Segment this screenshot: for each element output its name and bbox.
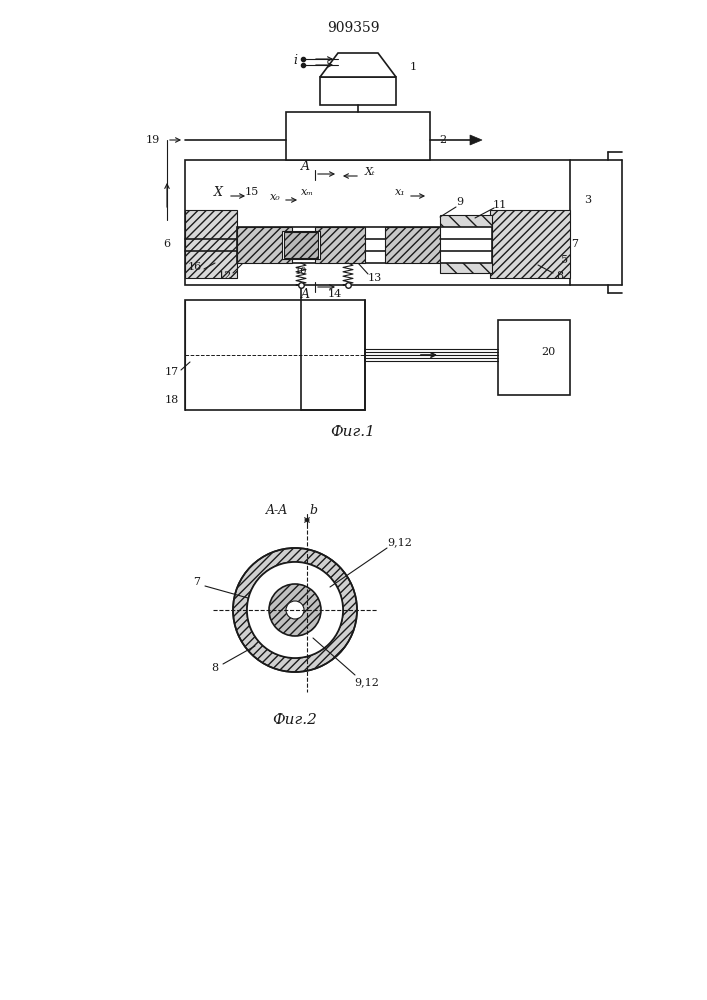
Text: A: A xyxy=(300,288,310,300)
Polygon shape xyxy=(470,135,482,145)
Circle shape xyxy=(286,601,304,619)
Text: Фиг.1: Фиг.1 xyxy=(331,425,375,439)
Text: 7: 7 xyxy=(194,577,201,587)
Text: xₘ: xₘ xyxy=(301,187,315,197)
Text: 16: 16 xyxy=(188,262,202,272)
Bar xyxy=(282,231,320,259)
Bar xyxy=(284,232,318,258)
Wedge shape xyxy=(233,548,357,672)
Bar xyxy=(315,227,365,263)
Text: 9: 9 xyxy=(457,197,464,207)
Text: 19: 19 xyxy=(146,135,160,145)
Bar xyxy=(320,77,396,105)
Text: 17: 17 xyxy=(165,367,179,377)
Circle shape xyxy=(247,562,343,658)
Text: x₀: x₀ xyxy=(269,192,281,202)
Text: 8: 8 xyxy=(556,271,563,281)
Text: 5: 5 xyxy=(561,255,568,265)
Text: 2: 2 xyxy=(440,135,447,145)
Text: Фиг.2: Фиг.2 xyxy=(273,713,317,727)
Text: 10: 10 xyxy=(295,266,307,275)
Text: 20: 20 xyxy=(541,347,555,357)
Polygon shape xyxy=(320,53,396,77)
Text: 11: 11 xyxy=(493,200,507,210)
Text: 9,12: 9,12 xyxy=(355,677,380,687)
Text: 6: 6 xyxy=(163,239,170,249)
Text: 12: 12 xyxy=(218,271,232,281)
Text: 13: 13 xyxy=(368,273,382,283)
Bar xyxy=(286,112,430,160)
Text: 14: 14 xyxy=(328,289,342,299)
Text: A: A xyxy=(300,160,310,174)
Bar xyxy=(185,210,237,278)
Text: 9,12: 9,12 xyxy=(387,537,412,547)
Bar xyxy=(185,300,365,410)
Text: 8: 8 xyxy=(211,663,218,673)
Text: 909359: 909359 xyxy=(327,21,379,35)
Text: X: X xyxy=(214,186,223,198)
Text: x₁: x₁ xyxy=(395,187,405,197)
Bar xyxy=(440,215,492,273)
Bar xyxy=(237,227,292,263)
Text: b: b xyxy=(309,504,317,516)
Bar xyxy=(385,227,440,263)
Text: 15: 15 xyxy=(245,187,259,197)
Text: 18: 18 xyxy=(165,395,179,405)
Text: 3: 3 xyxy=(585,195,592,205)
Bar xyxy=(237,227,492,263)
Text: Xₜ: Xₜ xyxy=(365,167,375,177)
Bar xyxy=(490,210,570,278)
Text: A-A: A-A xyxy=(266,504,288,516)
Bar xyxy=(498,320,570,395)
Circle shape xyxy=(269,584,321,636)
Text: i: i xyxy=(293,54,297,68)
Text: 7: 7 xyxy=(571,239,578,249)
Bar xyxy=(185,160,570,285)
Text: 1: 1 xyxy=(409,62,416,72)
